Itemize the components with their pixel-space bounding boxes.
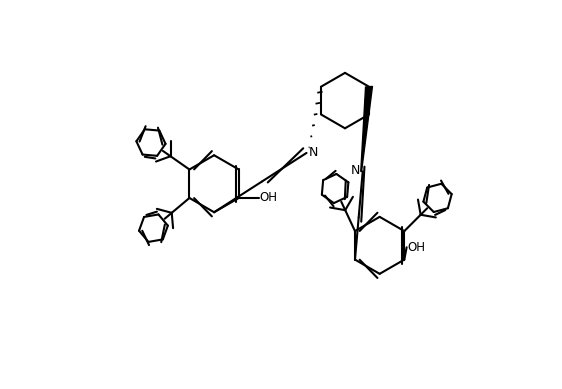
Text: N: N	[351, 164, 360, 177]
Polygon shape	[361, 86, 373, 172]
Text: OH: OH	[260, 191, 278, 205]
Text: OH: OH	[407, 241, 425, 254]
Text: N: N	[309, 145, 318, 159]
